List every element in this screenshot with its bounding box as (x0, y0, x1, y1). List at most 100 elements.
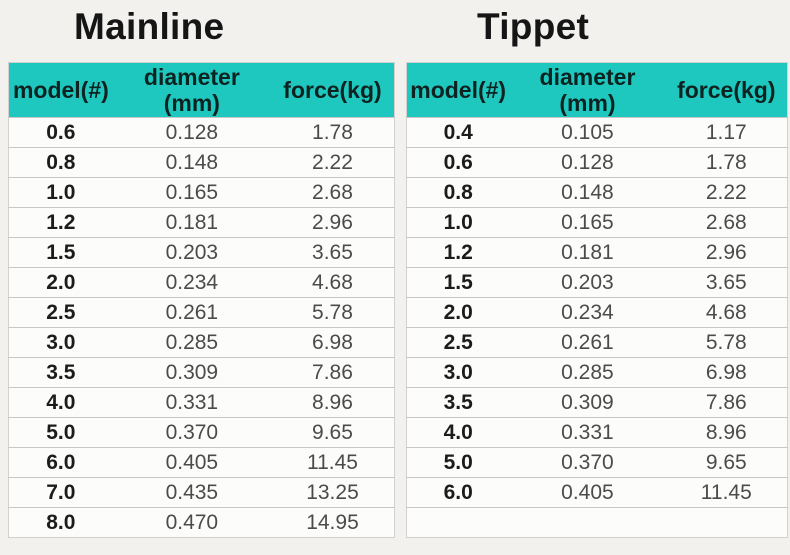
table-row: 3.5 0.309 7.86 (406, 387, 788, 418)
table-row-empty (406, 507, 788, 538)
table-row: 4.0 0.331 8.96 (8, 387, 395, 418)
cell-diameter: 0.181 (509, 237, 666, 268)
cell-diameter: 0.234 (509, 297, 666, 328)
column-header: force(kg) (270, 62, 395, 118)
cell-diameter: 0.331 (509, 417, 666, 448)
cell-model: 6.0 (8, 447, 113, 478)
cell-model: 1.0 (8, 177, 113, 208)
cell-diameter: 0.405 (112, 447, 271, 478)
cell-diameter: 0.285 (112, 327, 271, 358)
cell-force: 2.96 (665, 237, 788, 268)
table-row: 0.8 0.148 2.22 (8, 147, 395, 178)
cell-force: 7.86 (665, 387, 788, 418)
cell-model: 3.5 (8, 357, 113, 388)
table-row: 4.0 0.331 8.96 (406, 417, 788, 448)
column-header: force(kg) (665, 62, 788, 118)
cell-force: 4.68 (665, 297, 788, 328)
table-row: 2.0 0.234 4.68 (406, 297, 788, 328)
table-row: 6.0 0.405 11.45 (8, 447, 395, 478)
cell-force: 1.17 (665, 117, 788, 148)
cell-diameter: 0.105 (509, 117, 666, 148)
cell-model: 0.8 (8, 147, 113, 178)
cell-model: 4.0 (8, 387, 113, 418)
mainline-title: Mainline (74, 6, 225, 47)
cell-force: 1.78 (270, 117, 395, 148)
cell-model: 2.0 (8, 267, 113, 298)
cell-model: 3.5 (406, 387, 510, 418)
cell-model: 0.6 (8, 117, 113, 148)
column-header: diameter (mm) (112, 62, 271, 118)
cell-model: 2.5 (406, 327, 510, 358)
cell-model: 1.5 (406, 267, 510, 298)
cell-force: 2.22 (270, 147, 395, 178)
table-row: 0.4 0.105 1.17 (406, 117, 788, 148)
cell-diameter: 0.309 (509, 387, 666, 418)
column-header-line: model(#) (12, 77, 109, 103)
tippet-title: Tippet (477, 6, 590, 47)
column-header: model(#) (8, 62, 113, 118)
cell-model: 8.0 (8, 507, 113, 538)
column-header-line: diameter (143, 64, 240, 90)
table-row: 5.0 0.370 9.65 (406, 447, 788, 478)
cell-diameter: 0.203 (112, 237, 271, 268)
cell-diameter: 0.128 (112, 117, 271, 148)
cell-force: 6.98 (665, 357, 788, 388)
cell-empty (665, 507, 788, 538)
cell-force: 3.65 (665, 267, 788, 298)
table-row: 5.0 0.370 9.65 (8, 417, 395, 448)
cell-diameter: 0.331 (112, 387, 271, 418)
cell-model: 1.2 (8, 207, 113, 238)
cell-model: 3.0 (406, 357, 510, 388)
cell-empty (406, 507, 510, 538)
table-row: 1.5 0.203 3.65 (8, 237, 395, 268)
cell-diameter: 0.148 (112, 147, 271, 178)
cell-force: 7.86 (270, 357, 395, 388)
cell-diameter: 0.470 (112, 507, 271, 538)
cell-model: 7.0 (8, 477, 113, 508)
table-row: 7.0 0.435 13.25 (8, 477, 395, 508)
cell-diameter: 0.203 (509, 267, 666, 298)
table-row: 0.6 0.128 1.78 (8, 117, 395, 148)
mainline-table-body: 0.6 0.128 1.78 0.8 0.148 2.22 1.0 0.165 2.68 1.2 0… (8, 117, 395, 538)
cell-model: 1.5 (8, 237, 113, 268)
cell-force: 14.95 (270, 507, 395, 538)
cell-force: 5.78 (270, 297, 395, 328)
cell-force: 8.96 (270, 387, 395, 418)
table-row: 8.0 0.470 14.95 (8, 507, 395, 538)
cell-force: 1.78 (665, 147, 788, 178)
cell-diameter: 0.435 (112, 477, 271, 508)
tippet-table-body: 0.4 0.105 1.17 0.6 0.128 1.78 0.8 0.148 2.22 1.0 0… (406, 117, 788, 538)
cell-model: 1.2 (406, 237, 510, 268)
cell-model: 4.0 (406, 417, 510, 448)
table-row: 1.0 0.165 2.68 (8, 177, 395, 208)
table-row: 1.5 0.203 3.65 (406, 267, 788, 298)
cell-diameter: 0.148 (509, 177, 666, 208)
cell-diameter: 0.261 (509, 327, 666, 358)
cell-force: 2.22 (665, 177, 788, 208)
cell-force: 2.68 (665, 207, 788, 238)
cell-force: 2.96 (270, 207, 395, 238)
cell-force: 9.65 (270, 417, 395, 448)
cell-force: 5.78 (665, 327, 788, 358)
table-row: 1.0 0.165 2.68 (406, 207, 788, 238)
column-header: model(#) (406, 62, 510, 118)
cell-model: 0.8 (406, 177, 510, 208)
column-header-line: model(#) (410, 77, 507, 103)
cell-diameter: 0.285 (509, 357, 666, 388)
mainline-spec-table: model(#) diameter (mm) force(kg) 0.6 0.128 1.… (8, 62, 395, 538)
cell-diameter: 0.370 (112, 417, 271, 448)
cell-model: 2.0 (406, 297, 510, 328)
mainline-table-header: model(#) diameter (mm) force(kg) (8, 62, 395, 118)
cell-model: 2.5 (8, 297, 113, 328)
cell-model: 6.0 (406, 477, 510, 508)
cell-model: 0.4 (406, 117, 510, 148)
column-header-line: (mm) (559, 90, 616, 116)
cell-model: 5.0 (406, 447, 510, 478)
table-row: 2.5 0.261 5.78 (8, 297, 395, 328)
table-row: 6.0 0.405 11.45 (406, 477, 788, 508)
cell-force: 9.65 (665, 447, 788, 478)
cell-diameter: 0.309 (112, 357, 271, 388)
table-row: 0.8 0.148 2.22 (406, 177, 788, 208)
table-row: 2.5 0.261 5.78 (406, 327, 788, 358)
cell-diameter: 0.261 (112, 297, 271, 328)
